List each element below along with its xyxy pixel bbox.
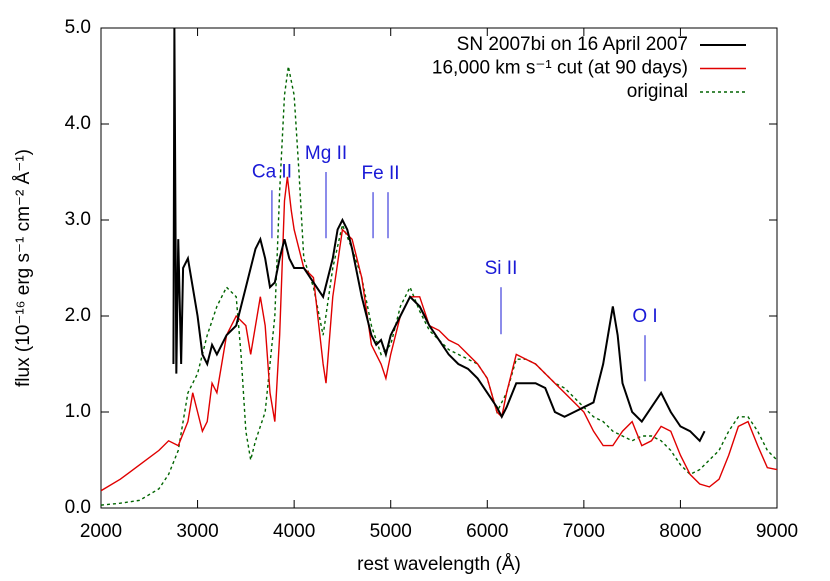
annotation-label: O I — [632, 306, 657, 327]
spectrum-line — [172, 28, 706, 443]
y-tick-label: 3.0 — [65, 209, 91, 230]
legend-label: SN 2007bi on 16 April 2007 — [457, 34, 688, 55]
legend-label: 16,000 km s⁻¹ cut (at 90 days) — [432, 58, 688, 79]
x-tick-label: 2000 — [80, 521, 122, 542]
y-tick-label: 0.0 — [65, 497, 91, 518]
y-tick-label: 5.0 — [65, 17, 91, 38]
x-tick-label: 9000 — [756, 521, 798, 542]
plot-frame — [100, 27, 778, 509]
y-tick-label: 1.0 — [65, 401, 91, 422]
x-tick-label: 7000 — [563, 521, 605, 542]
x-tick-label: 3000 — [176, 521, 218, 542]
annotation-label: Si II — [485, 258, 518, 279]
y-axis-label: flux (10⁻¹⁶ erg s⁻¹ cm⁻² Å⁻¹) — [13, 149, 34, 387]
legend-label: original — [627, 81, 688, 102]
x-axis-label: rest wavelength (Å) — [357, 554, 521, 575]
x-tick-label: 4000 — [273, 521, 315, 542]
spectrum-line — [101, 66, 777, 506]
x-tick-label: 8000 — [659, 521, 701, 542]
annotation-label: Mg II — [305, 143, 347, 164]
x-tick-label: 5000 — [370, 521, 412, 542]
spectrum-line — [101, 176, 777, 492]
x-tick-label: 6000 — [466, 521, 508, 542]
y-tick-label: 2.0 — [65, 305, 91, 326]
annotation-label: Fe II — [362, 163, 400, 184]
plot-lines — [101, 28, 777, 506]
y-tick-label: 4.0 — [65, 113, 91, 134]
annotation-label: Ca II — [252, 161, 292, 182]
